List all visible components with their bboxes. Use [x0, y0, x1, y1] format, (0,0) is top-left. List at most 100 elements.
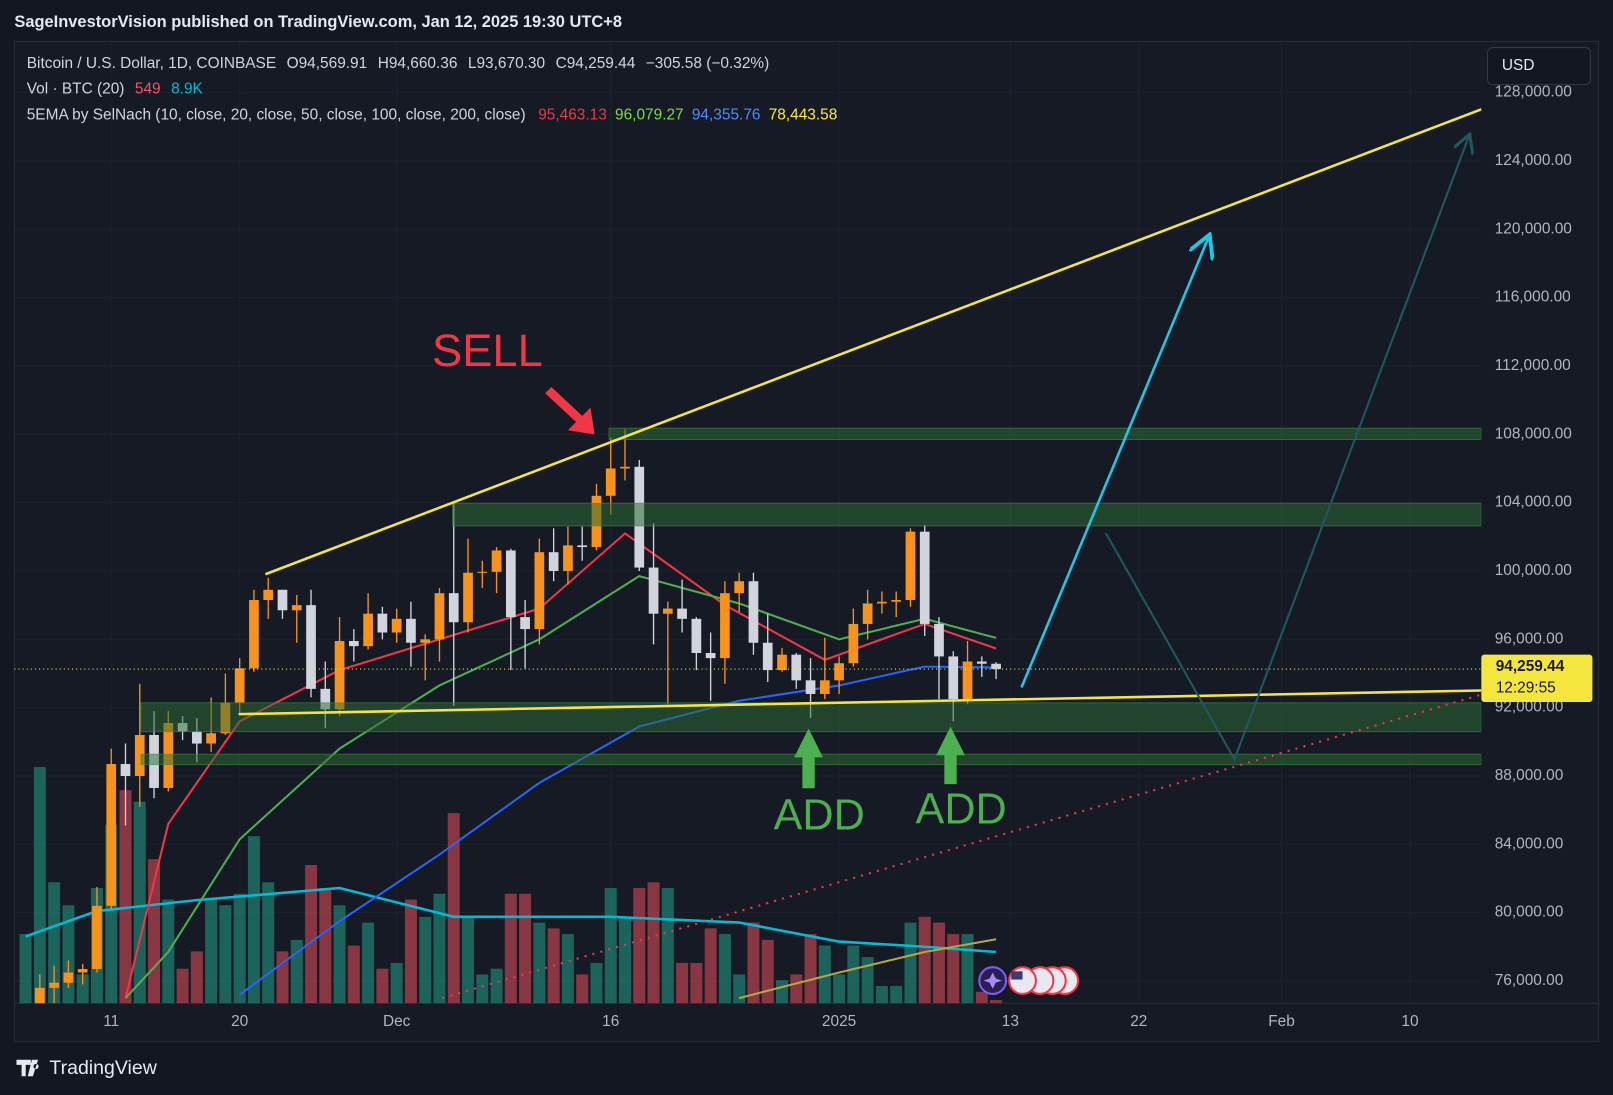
ema-value: 78,443.58 [769, 107, 838, 124]
candle-body [306, 605, 316, 689]
drawings [140, 108, 1482, 1000]
candle-body [120, 764, 131, 776]
candle-body [263, 589, 274, 601]
event-icon [1008, 966, 1037, 995]
volume-bar [619, 916, 632, 1004]
y-tick-label: 124,000.00 [1495, 152, 1572, 169]
candle-body [734, 581, 745, 594]
volume-bar [247, 836, 260, 1004]
volume-bar [176, 968, 189, 1004]
volume-bar [33, 767, 46, 1004]
volume-bar [190, 951, 203, 1004]
candle-body [777, 654, 787, 671]
candle-body [834, 663, 844, 681]
projection-arrow [1104, 136, 1469, 762]
candle-body [491, 550, 502, 572]
axes: 76,000.00 80,000.00 84,000.00 88,000.00 92,0… [103, 84, 1593, 1030]
annotation: ADD [774, 791, 865, 839]
volume-bar [233, 893, 246, 1004]
volume-bar [290, 939, 303, 1004]
candle-body [206, 733, 216, 744]
x-tick-label: 10 [1401, 1013, 1418, 1030]
legend-line: Vol · BTC (20) 549 8.9K [27, 81, 204, 98]
candle-body [291, 605, 302, 611]
x-tick-label: Dec [383, 1013, 411, 1030]
add-arrow [794, 728, 823, 789]
volume-bar [462, 916, 475, 1004]
candle-body [520, 617, 530, 630]
candle-body [991, 663, 1001, 670]
chart-frame [13, 40, 1600, 1042]
candle-body [548, 552, 559, 571]
candle-body [762, 642, 773, 671]
volume-bar [861, 957, 874, 1004]
candle-body [648, 567, 659, 614]
candle-body [477, 571, 488, 573]
y-tick-label: 100,000.00 [1495, 562, 1572, 579]
event-icon-star [983, 972, 1002, 989]
price-marker-label: 94,259.44 [1496, 658, 1565, 675]
price-marker [1481, 654, 1593, 702]
volume-bar [519, 893, 532, 1004]
volume-bar [604, 888, 617, 1004]
candle-body [877, 601, 887, 604]
candle-body [905, 531, 916, 601]
candle-body [605, 468, 616, 496]
volume-bar [747, 922, 760, 1004]
volume-bar [647, 882, 660, 1004]
volume-ma-line [25, 886, 997, 954]
volume-bar [890, 985, 903, 1004]
ema-value: 96,079.27 [615, 107, 684, 124]
candle-body [134, 734, 145, 776]
y-tick-label: 92,000.00 [1495, 699, 1564, 716]
volume-bar [904, 922, 917, 1004]
ohlc: O94,569.91 [287, 55, 368, 72]
candle-body [819, 680, 830, 694]
candle-body [934, 623, 944, 657]
volume-bar [704, 928, 717, 1004]
volume-bar [76, 974, 89, 1004]
brand-logo [16, 1059, 39, 1077]
zone [140, 702, 1482, 733]
brand-name: TradingView [49, 1057, 157, 1079]
candle-body [63, 972, 74, 983]
volume-bar [918, 916, 931, 1004]
volume-bar [376, 968, 389, 1004]
candle-body [49, 982, 59, 988]
volume-bar [262, 882, 275, 1004]
candle-body [534, 552, 545, 630]
volume-bar [433, 893, 446, 1004]
candle-body [577, 545, 588, 548]
flag-canton [1011, 971, 1023, 980]
candle-body [862, 603, 873, 624]
projection-arrow [1020, 237, 1208, 688]
candle-body [234, 668, 245, 703]
candle-body [748, 581, 759, 643]
ohlc: H94,660.36 [378, 55, 458, 72]
candle-body [705, 652, 716, 659]
candle-body [948, 656, 959, 700]
candle-body [92, 905, 102, 970]
volume-bar [975, 991, 988, 1004]
volume-bar [875, 985, 888, 1004]
volume-bar [690, 962, 703, 1004]
ema-value: 95,463.13 [538, 107, 607, 124]
candle-body [620, 466, 630, 469]
candle-body [391, 618, 402, 633]
volume-bar [633, 888, 646, 1004]
volume-bar [390, 962, 403, 1004]
volume-bar [419, 916, 432, 1004]
candle-body [106, 764, 117, 906]
volume-bar [776, 980, 788, 1004]
brand: TradingView [16, 1057, 158, 1079]
currency-button[interactable] [1486, 47, 1591, 86]
annotation: ADD [916, 785, 1007, 833]
y-tick-label: 108,000.00 [1495, 425, 1572, 442]
candle-body [249, 600, 259, 669]
zone [608, 427, 1482, 441]
volume-bar [148, 859, 161, 1004]
currency[interactable]: USD [1502, 57, 1535, 74]
volume-bar [790, 974, 803, 1004]
candle-body [720, 593, 730, 659]
x-tick-label: 16 [602, 1013, 619, 1030]
